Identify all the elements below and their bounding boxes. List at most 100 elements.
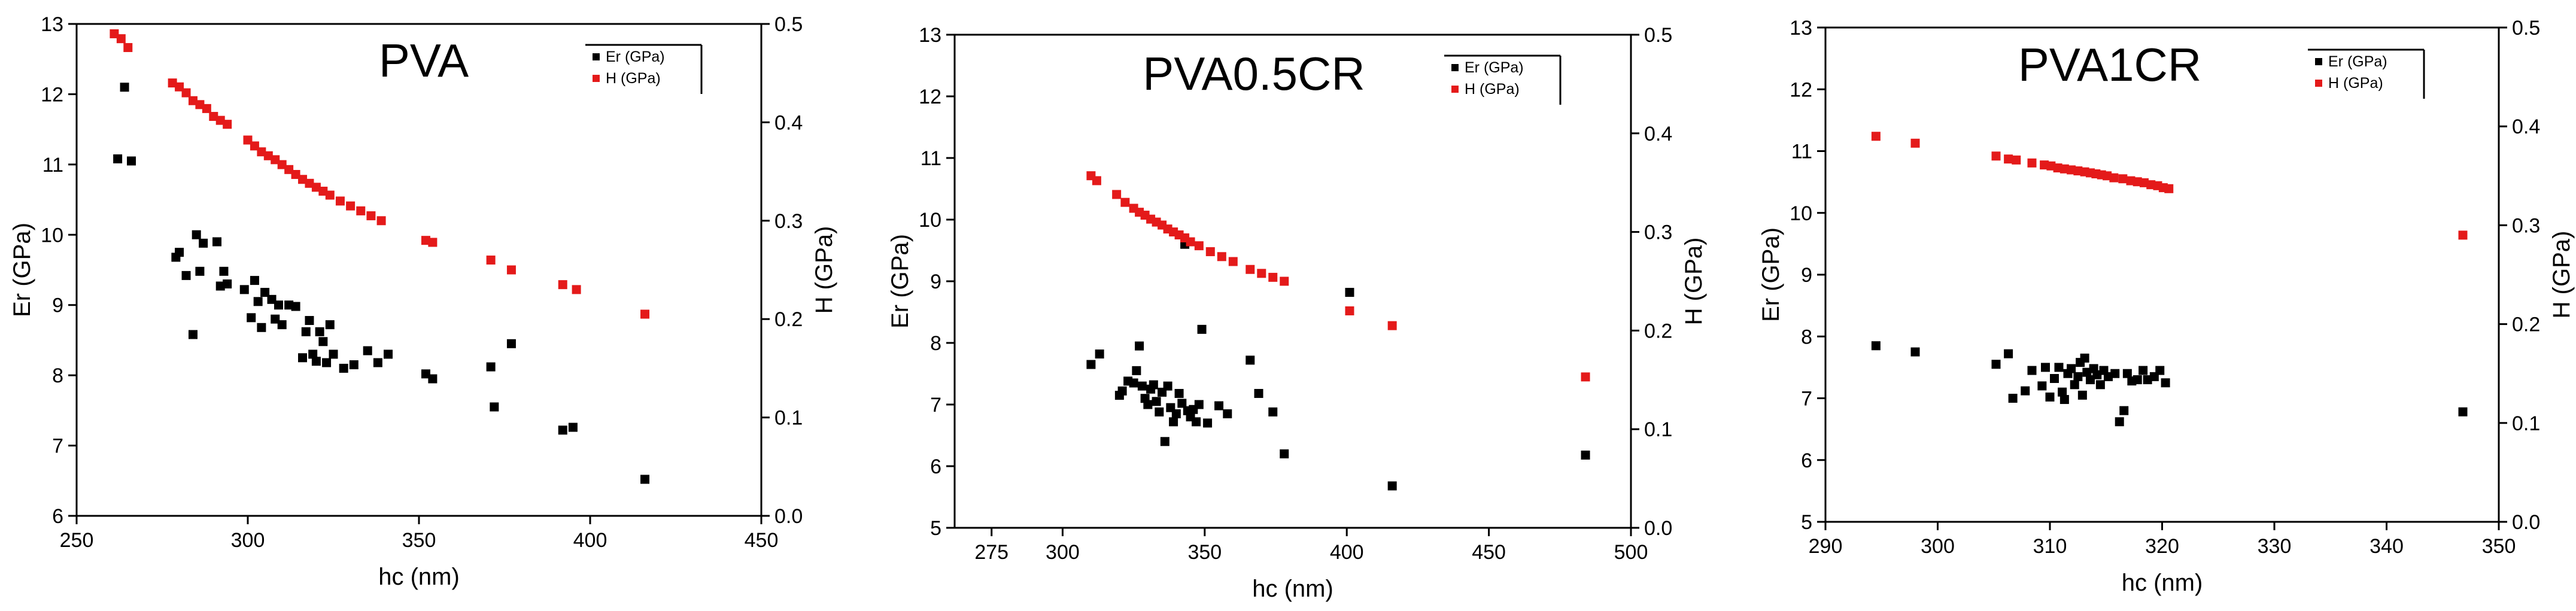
- h-data-point: [2118, 174, 2128, 184]
- er-data-point: [1135, 341, 1144, 351]
- x-tick-label: 320: [2145, 535, 2179, 558]
- y2-axis-label: H (GPa): [811, 226, 837, 314]
- h-data-point: [1228, 257, 1238, 266]
- y-axis-label: Er (GPa): [1758, 227, 1784, 322]
- h-data-point: [1280, 276, 1289, 286]
- y-tick-label: 13: [41, 13, 63, 36]
- er-data-point: [2004, 349, 2013, 358]
- er-data-point: [2077, 390, 2087, 400]
- er-data-point: [284, 300, 294, 310]
- y2-tick-label: 0.3: [774, 210, 803, 233]
- er-data-point: [2133, 375, 2142, 385]
- er-data-point: [315, 327, 324, 336]
- er-data-point: [257, 323, 266, 332]
- er-data-point: [1254, 388, 1263, 398]
- h-data-point: [366, 211, 376, 221]
- y2-tick-label: 0.1: [1644, 418, 1672, 441]
- legend: Er (GPa) H (GPa): [585, 44, 703, 94]
- legend: Er (GPa) H (GPa): [1444, 54, 1562, 105]
- er-data-point: [1214, 401, 1224, 411]
- er-data-point: [1132, 366, 1141, 375]
- h-data-point: [168, 78, 177, 88]
- er-data-point: [1117, 386, 1127, 396]
- er-data-point: [2045, 392, 2055, 402]
- er-data-point: [1143, 400, 1153, 409]
- er-data-point: [181, 270, 191, 280]
- h-data-point: [1991, 151, 2001, 161]
- h-data-point: [2027, 158, 2037, 168]
- er-data-point: [339, 363, 348, 373]
- legend-label: Er (GPa): [1465, 59, 1524, 76]
- x-tick-label: 500: [1614, 541, 1648, 564]
- er-data-point: [2155, 366, 2165, 375]
- er-data-point: [1871, 341, 1881, 351]
- er-data-point: [1171, 409, 1181, 418]
- y2-axis-label: H (GPa): [2548, 231, 2575, 319]
- y-tick-label: 10: [41, 224, 63, 247]
- er-data-point: [212, 237, 222, 247]
- h-data-point: [110, 29, 119, 38]
- h-data-point: [486, 256, 496, 265]
- er-data-point: [192, 230, 201, 239]
- y2-axis-label: H (GPa): [1681, 238, 1707, 326]
- er-data-point: [219, 266, 229, 276]
- er-data-point: [1160, 437, 1169, 446]
- h-data-point: [188, 96, 198, 105]
- er-data-point: [2073, 372, 2083, 381]
- legend-label: Er (GPa): [2328, 53, 2387, 70]
- y-tick-label: 8: [1801, 326, 1812, 348]
- er-data-point: [260, 288, 270, 297]
- h-data-point: [291, 170, 300, 180]
- y-tick-label: 5: [930, 517, 941, 540]
- legend-label: H (GPa): [606, 70, 661, 87]
- y2-tick-label: 0.1: [2512, 412, 2540, 435]
- er-data-point: [1192, 417, 1201, 427]
- er-data-point: [329, 349, 338, 359]
- h-data-point: [175, 82, 184, 92]
- h-data-point: [428, 238, 438, 247]
- legend-marker: [2315, 58, 2322, 65]
- y-tick-label: 6: [1801, 449, 1812, 472]
- er-data-point: [2008, 394, 2018, 403]
- er-data-point: [558, 425, 567, 435]
- h-data-point: [572, 285, 581, 294]
- chart-panel-2: 275 300 350 400 450 500 5 6 7 8 9 10 11 12 13 0.0 0.1 0.2…: [887, 24, 1707, 602]
- x-tick-label: 400: [1330, 541, 1364, 564]
- y-tick-label: 9: [52, 294, 63, 317]
- h-data-point: [284, 165, 294, 174]
- h-data-point: [2109, 173, 2119, 183]
- h-data-point: [116, 34, 126, 44]
- y2-tick-label: 0.2: [774, 308, 803, 331]
- er-data-point: [1155, 407, 1164, 417]
- legend-marker: [593, 75, 600, 82]
- x-tick-label: 310: [2033, 535, 2067, 558]
- legend-marker: [2315, 80, 2322, 87]
- er-data-point: [2059, 395, 2069, 405]
- er-data-point: [1137, 381, 1147, 391]
- er-data-point: [1095, 349, 1104, 359]
- y-tick-label: 13: [919, 24, 941, 47]
- er-data-point: [363, 346, 372, 355]
- er-data-point: [1169, 417, 1178, 427]
- y-tick-label: 10: [1790, 202, 1812, 225]
- er-data-point: [2458, 407, 2468, 417]
- er-data-point: [195, 266, 205, 276]
- h-data-point: [506, 265, 516, 275]
- y2-tick-label: 0.0: [2512, 511, 2540, 534]
- h-data-point: [223, 120, 232, 129]
- h-data-point: [356, 206, 366, 215]
- h-data-point: [1194, 241, 1204, 251]
- chart-panel-1: 250 300 350 400 450 6 7 8 9 10 11 12 13 0.0 0.1 0.2 0.3 0…: [9, 13, 837, 590]
- legend: Er (GPa) H (GPa): [2308, 48, 2425, 99]
- y-tick-label: 7: [930, 394, 941, 417]
- y2-tick-label: 0.5: [2512, 17, 2540, 39]
- h-data-point: [2004, 154, 2013, 164]
- legend-marker: [1451, 64, 1459, 71]
- y-tick-label: 7: [52, 435, 63, 458]
- h-data-point: [318, 186, 328, 196]
- y-tick-label: 8: [930, 332, 941, 355]
- x-tick-label: 300: [231, 529, 265, 552]
- er-data-point: [568, 422, 578, 432]
- er-data-point: [2027, 366, 2037, 375]
- er-data-point: [247, 313, 256, 323]
